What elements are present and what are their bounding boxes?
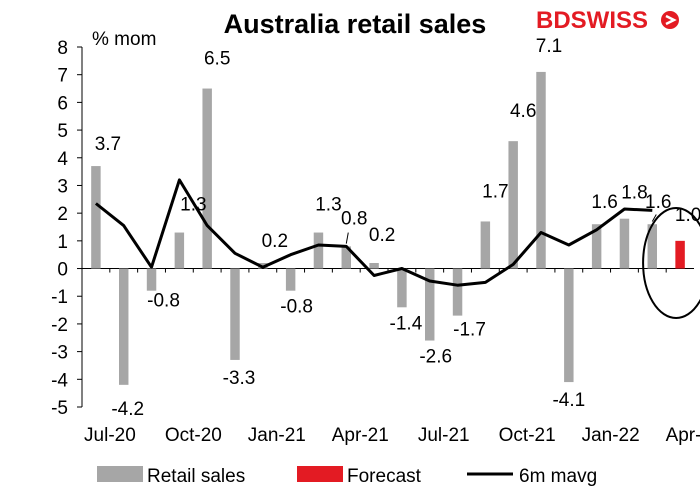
y-tick-label: 0 [57,260,68,281]
data-label: 1.7 [482,181,508,202]
legend-label-retail-sales: Retail sales [147,466,245,487]
bar-retail-sales [536,71,546,269]
y-tick-label: 3 [57,176,68,197]
y-tick-label: 6 [57,93,68,114]
data-label: 0.2 [262,231,288,252]
y-tick-label: 4 [57,149,68,170]
data-label: -1.4 [390,313,423,334]
bar-retail-sales [202,88,212,269]
bar-retail-sales [369,263,379,269]
legend-swatch-forecast [297,466,343,482]
x-tick-label: Jul-20 [84,425,136,446]
x-tick-label: Apr-22 [666,425,700,446]
chart-title: Australia retail sales [224,9,487,39]
y-tick-label: -5 [51,398,68,419]
legend-label-forecast: Forecast [347,466,422,487]
data-label: -0.8 [147,291,180,312]
bar-retail-sales [452,268,463,316]
axes: -5 -4 -3 -2 -1 0 1 2 3 4 5 6 7 8 Jul-20 Oct-20 Jan-21 Apr… [51,38,700,446]
data-label: -1.7 [453,320,486,341]
data-label: -0.8 [280,297,313,318]
label-leader-line [651,214,657,222]
bar-retail-sales [341,246,352,269]
y-axis-unit: % mom [92,29,156,50]
data-labels: 3.7-4.2-0.81.36.5-3.30.2-0.81.30.80.2-1.… [95,36,700,420]
data-label: -2.6 [419,347,452,368]
bar-retail-sales [146,268,157,291]
brand-logo-mark-chevron [665,14,677,26]
mavg-line [94,178,653,287]
data-label: 1.6 [591,192,617,213]
data-label: 0.8 [341,208,367,229]
x-tick-label: Jan-22 [582,425,640,446]
bar-retail-sales [619,218,630,269]
data-label: 0.2 [369,225,395,246]
y-tick-label: 2 [57,204,68,225]
bar-retail-sales [285,268,296,291]
data-label: 1.8 [621,183,647,204]
annotations [345,207,700,319]
bar-retail-sales [564,268,574,383]
label-leader-line [345,232,349,244]
y-tick-label: -1 [51,287,68,308]
bar-retail-sales [174,232,185,269]
forecast-highlight-circle [642,207,700,319]
data-label: 1.3 [315,195,341,216]
y-tick-label: 7 [57,66,68,87]
y-tick-label: -3 [51,343,68,364]
x-tick-label: Jul-21 [418,425,470,446]
legend: Retail sales Forecast 6m mavg [97,466,597,487]
brand-logo: BDSWISS [536,7,679,34]
y-tick-label: -2 [51,315,68,336]
bar-retail-sales [480,221,491,269]
legend-swatch-retail-sales [97,466,143,482]
data-label: 6.5 [204,49,230,70]
bar-retail-sales [647,224,658,269]
data-label: 1.3 [180,195,206,216]
bar-retail-sales [591,224,602,269]
x-tick-label: Apr-21 [332,425,389,446]
bars [91,71,685,385]
y-tick-label: 5 [57,121,68,142]
x-tick-label: Oct-20 [165,425,222,446]
mavg-line-group [94,178,653,287]
data-label: 3.7 [95,134,121,155]
data-label: -4.1 [552,390,585,411]
bar-retail-sales [508,141,518,269]
y-tick-label: 8 [57,38,68,59]
bar-retail-sales [118,268,129,385]
bar-forecast [675,240,685,269]
data-label: -4.2 [111,399,144,420]
data-label: -3.3 [223,368,256,389]
legend-label-6m-mavg: 6m mavg [519,466,597,487]
bar-retail-sales [230,268,240,360]
x-tick-label: Oct-21 [499,425,556,446]
brand-logo-mark [661,11,679,29]
y-tick-label: 1 [57,232,68,253]
x-tick-label: Jan-21 [248,425,306,446]
bar-retail-sales [424,268,435,341]
data-label: 4.6 [510,101,536,122]
brand-logo-text: BDSWISS [536,7,648,34]
y-tick-label: -4 [51,370,68,391]
data-label: 1.6 [645,192,671,213]
bar-retail-sales [313,232,324,269]
data-label: 1.0 [675,205,700,226]
bar-retail-sales [397,268,407,308]
data-label: 7.1 [536,36,562,57]
bar-retail-sales [91,166,101,269]
